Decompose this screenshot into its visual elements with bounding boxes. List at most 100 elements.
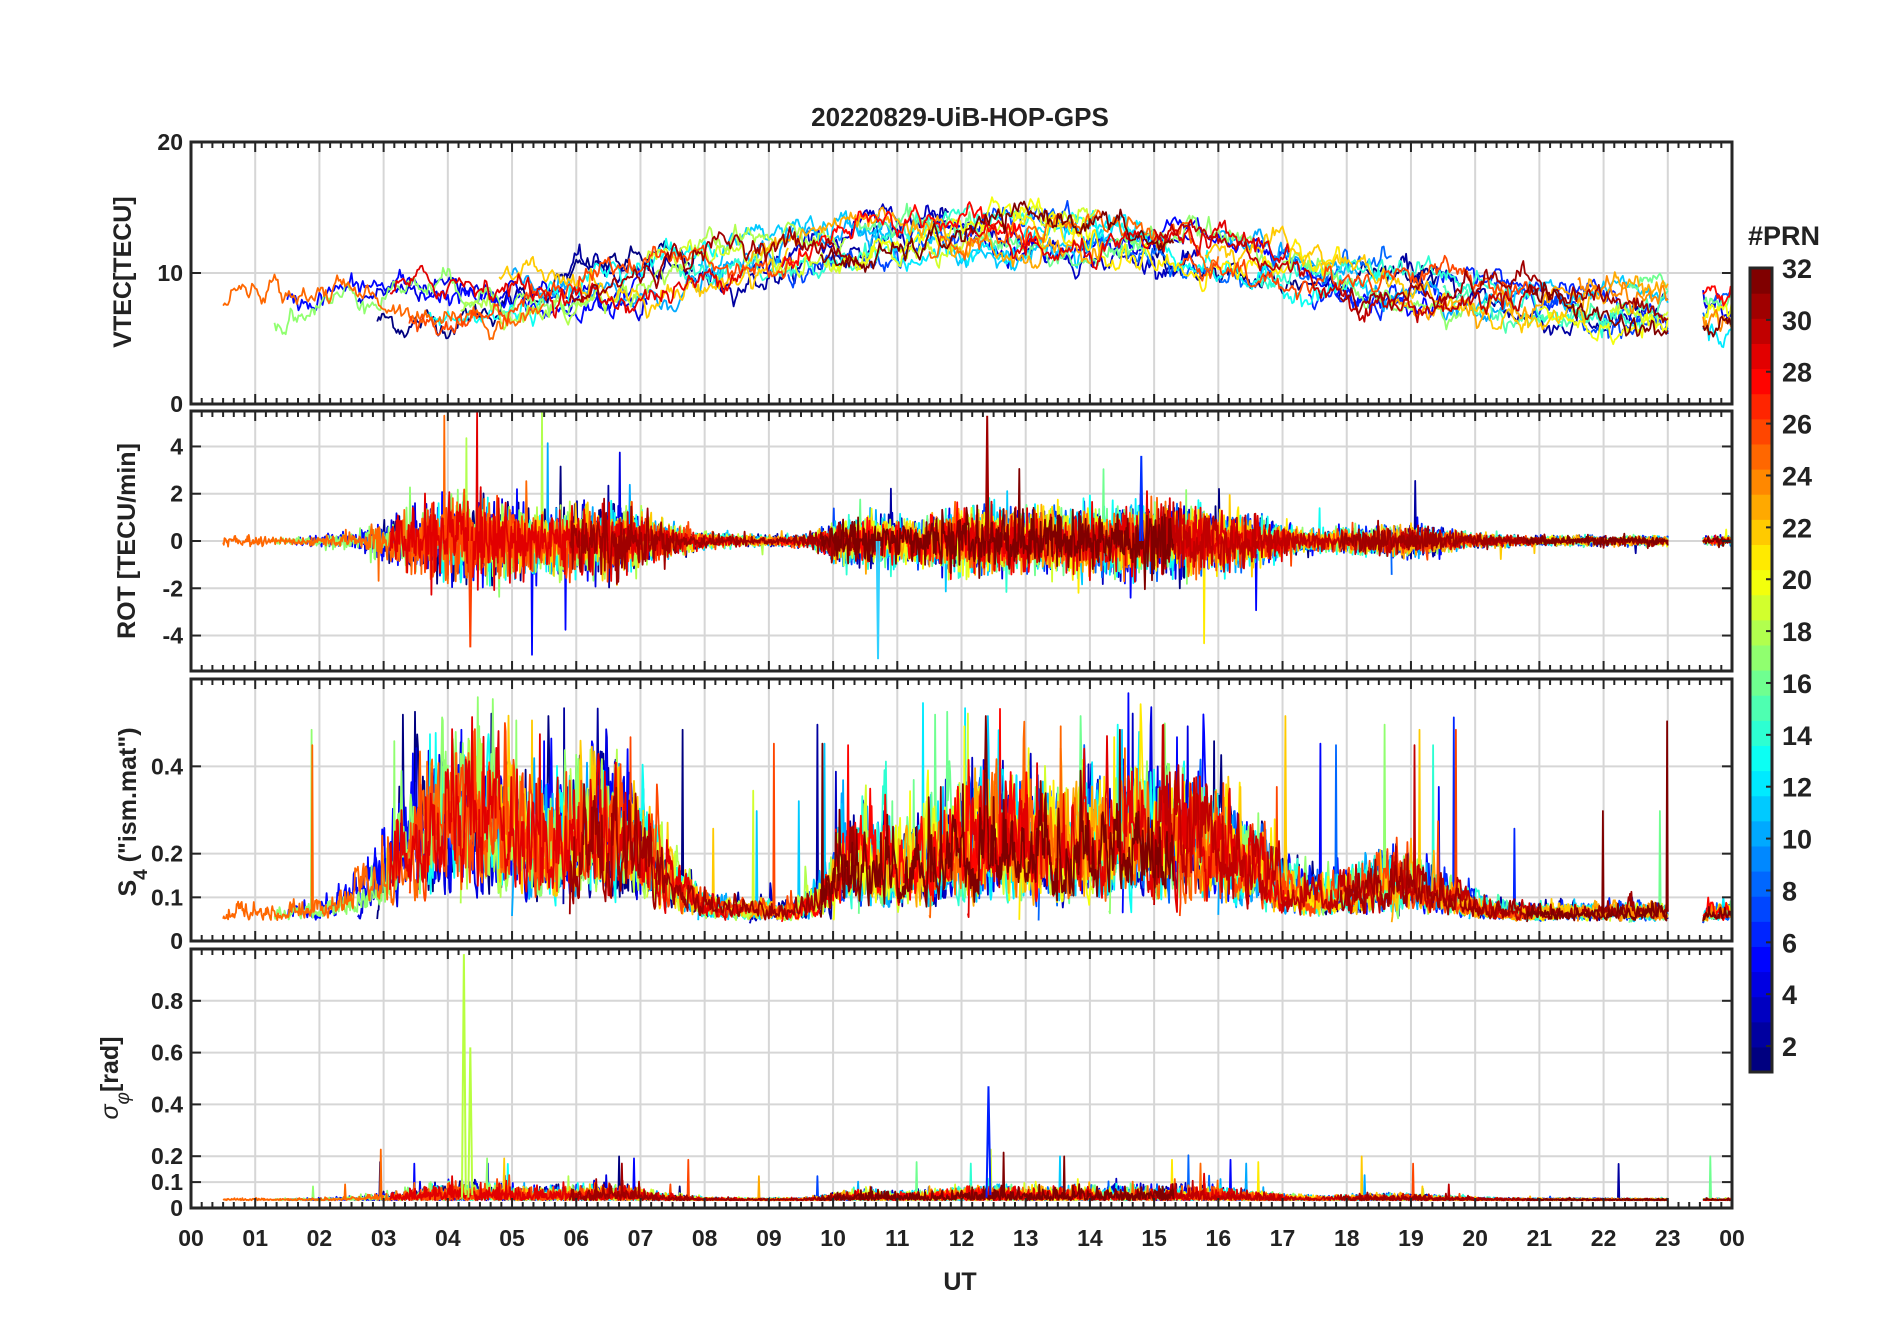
colorbar-cell — [1750, 644, 1772, 671]
x-tick-label: 21 — [1527, 1225, 1553, 1251]
colorbar-cell — [1750, 1021, 1772, 1048]
colorbar-tick-label: 18 — [1782, 617, 1812, 647]
x-axis-label: UT — [943, 1268, 976, 1296]
x-tick-label: 23 — [1655, 1225, 1681, 1251]
colorbar-title: #PRN — [1748, 221, 1820, 251]
colorbar-cell — [1750, 494, 1772, 520]
spike — [985, 1086, 992, 1198]
colorbar-cell — [1750, 820, 1772, 847]
rot-panel: -4 -2 0 2 4 — [163, 409, 1734, 673]
series-line-prn-32 — [1702, 1197, 1732, 1202]
y-tick-label: 0.1 — [151, 1169, 183, 1195]
x-tick-label: 01 — [242, 1225, 268, 1251]
spike — [468, 540, 473, 648]
series-line-prn-5 — [286, 268, 642, 324]
colorbar-tick-label: 6 — [1782, 928, 1797, 958]
y-tick-label: -2 — [163, 575, 183, 601]
colorbar-cell — [1750, 845, 1772, 872]
colorbar-tick-label: 16 — [1782, 669, 1812, 699]
y-tick-label: 0 — [170, 928, 183, 954]
s4-ylabel: S4 ("ism.mat") — [114, 727, 152, 896]
series-group — [222, 954, 1732, 1202]
x-tick-label: 08 — [692, 1225, 718, 1251]
vtec-ylabel: VTEC[TECU] — [109, 196, 137, 347]
series-line-prn-31 — [568, 783, 860, 921]
y-tick-label: 4 — [170, 433, 183, 459]
colorbar-cell — [1750, 619, 1772, 646]
series-line-prn-25 — [222, 730, 545, 921]
series-line-prn-12 — [883, 213, 1143, 272]
colorbar-tick-label: 4 — [1782, 980, 1797, 1010]
x-tick-label: 20 — [1462, 1225, 1488, 1251]
y-tick-label: 0.6 — [151, 1040, 183, 1066]
series-line-prn-32 — [1525, 281, 1669, 337]
x-tick-label: 03 — [371, 1225, 397, 1251]
x-tick-label: 18 — [1334, 1225, 1360, 1251]
x-tick-label: 19 — [1398, 1225, 1424, 1251]
x-tick-label: 13 — [1013, 1225, 1039, 1251]
colorbar-tick-label: 26 — [1782, 410, 1812, 440]
colorbar-cell — [1750, 996, 1772, 1023]
colorbar-cell — [1750, 1046, 1772, 1073]
colorbar-cell — [1750, 418, 1772, 445]
series-line-prn-16 — [1702, 293, 1732, 310]
x-tick-label: 10 — [820, 1225, 846, 1251]
colorbar-cell — [1750, 544, 1772, 571]
series-line-prn-31 — [569, 497, 860, 585]
series-line-prn-32 — [1702, 315, 1732, 338]
series-line-prn-31 — [568, 1162, 860, 1202]
series-line-prn-29 — [389, 716, 745, 921]
spike — [875, 540, 881, 660]
series-line-prn-32 — [819, 715, 1175, 918]
colorbar-tick-label: 2 — [1782, 1032, 1797, 1062]
y-tick-label: 0.2 — [151, 841, 183, 867]
series-line-prn-29 — [967, 219, 1290, 271]
x-tick-label: 16 — [1206, 1225, 1232, 1251]
colorbar-cell — [1750, 720, 1772, 746]
x-tick-label: 05 — [499, 1225, 525, 1251]
series-line-prn-16 — [1628, 272, 1669, 291]
s4-panel: 0 0.1 0.2 0.4 — [151, 677, 1734, 954]
s4-ylabel-sub: 4 — [131, 869, 152, 880]
series-line-prn-19 — [1609, 304, 1669, 329]
colorbar-cell — [1750, 393, 1772, 420]
series-line-prn-21 — [1018, 213, 1342, 293]
series-line-prn-28 — [1702, 285, 1732, 307]
colorbar-cell — [1750, 670, 1772, 696]
series-line-prn-25 — [222, 273, 545, 341]
series-line-prn-29 — [389, 264, 745, 319]
colorbar-cell — [1750, 921, 1772, 947]
colorbar-cell — [1750, 318, 1772, 344]
y-tick-label: 0.4 — [151, 1091, 183, 1117]
series-line-prn-26 — [1179, 253, 1534, 303]
colorbar-cell — [1750, 268, 1772, 294]
y-tick-label: 20 — [157, 129, 183, 155]
series-line-prn-26 — [408, 244, 796, 337]
colorbar-tick-label: 12 — [1782, 773, 1812, 803]
colorbar-cell — [1750, 795, 1772, 822]
colorbar-cell — [1750, 745, 1772, 772]
x-tick-label: 14 — [1077, 1225, 1103, 1251]
x-tick-label: 04 — [435, 1225, 461, 1251]
sigma-ylabel-main: σ — [96, 1104, 124, 1120]
colorbar-tick-label: 20 — [1782, 565, 1812, 595]
series-line-prn-28 — [780, 201, 1040, 269]
s4-ylabel-space — [114, 862, 142, 869]
spike — [460, 954, 467, 1198]
series-line-prn-24 — [1577, 274, 1669, 315]
series-line-prn-22 — [498, 247, 789, 319]
colorbar-tick-label: 28 — [1782, 358, 1812, 388]
series-line-prn-31 — [568, 226, 860, 303]
colorbar-tick-label: 24 — [1782, 461, 1812, 491]
x-tick-label: 00 — [1719, 1225, 1745, 1251]
series-group — [222, 196, 1732, 349]
colorbar-cell — [1750, 871, 1772, 897]
colorbar-tick-label: 30 — [1782, 306, 1812, 336]
x-tick-labels: 00 01 02 03 04 05 06 07 08 09 10 11 12 13 14 15 16 17 18 19… — [178, 1225, 1745, 1251]
y-tick-label: 0.8 — [151, 988, 183, 1014]
x-tick-label: 15 — [1141, 1225, 1167, 1251]
series-line-prn-32 — [1525, 532, 1669, 548]
series-line-prn-32 — [1525, 720, 1669, 923]
series-line-prn-28 — [1702, 896, 1732, 921]
